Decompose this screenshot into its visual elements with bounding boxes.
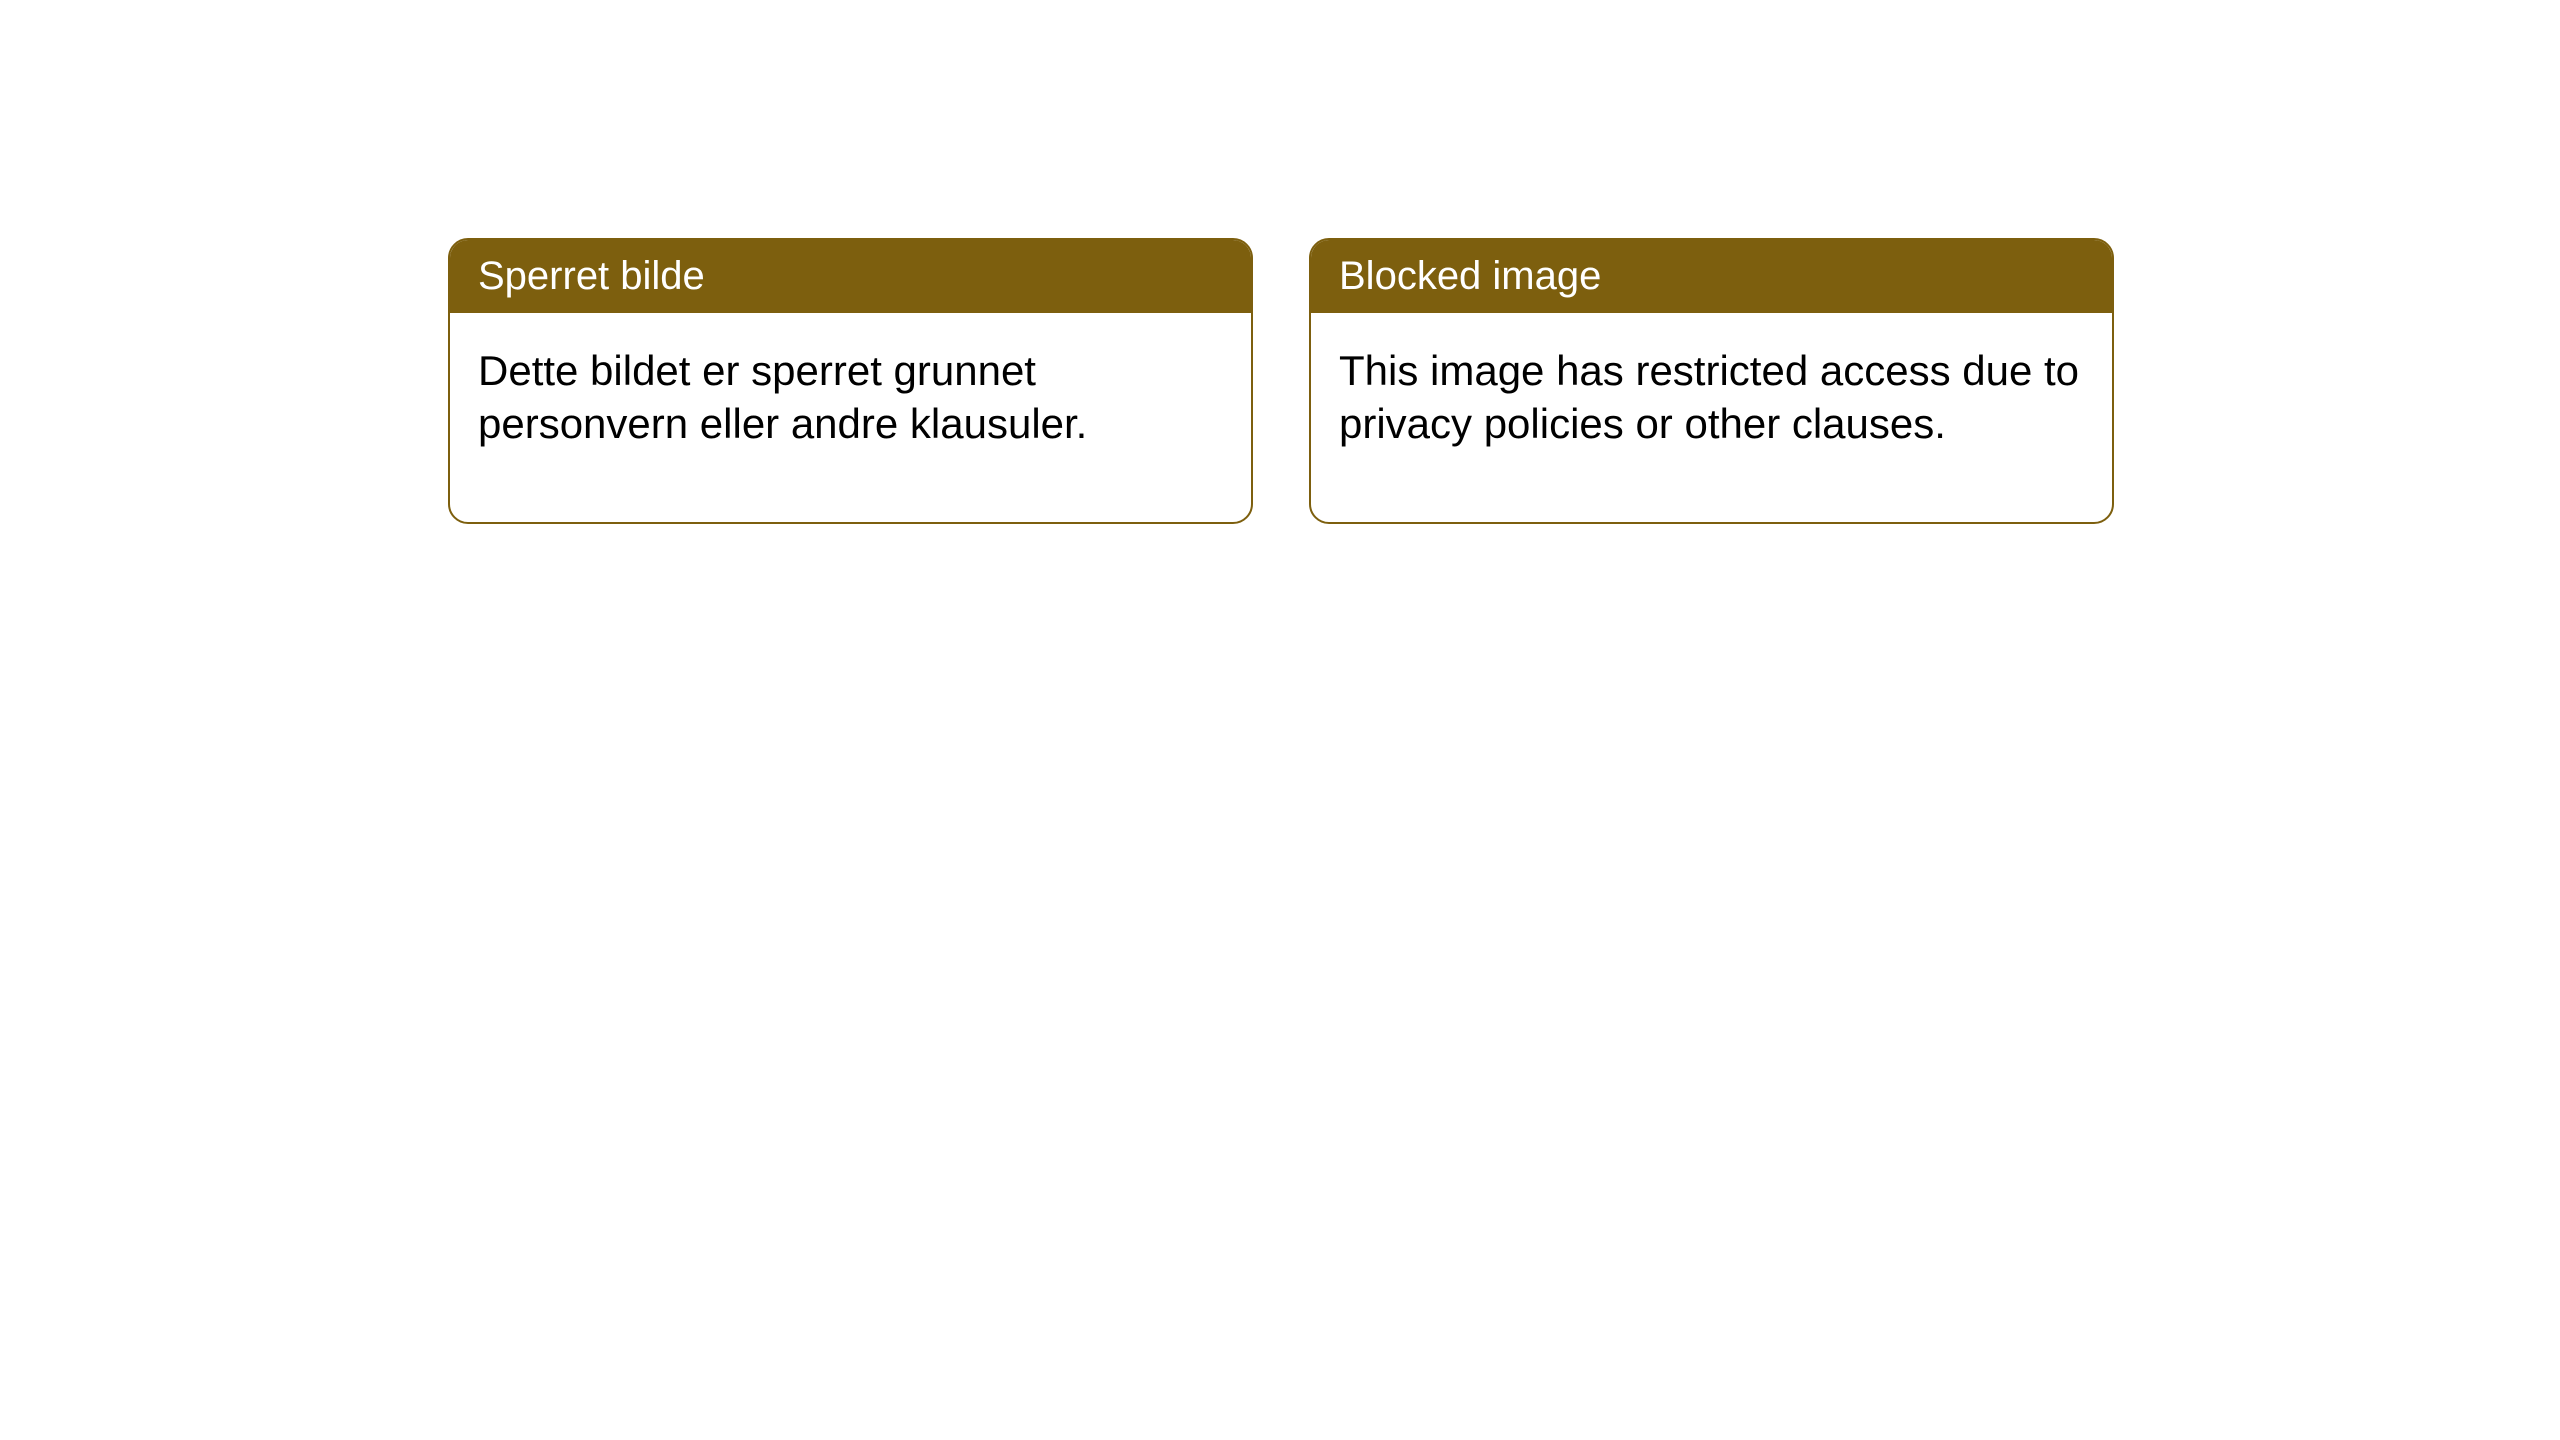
notice-body-norwegian: Dette bildet er sperret grunnet personve…	[450, 313, 1251, 522]
notice-header-english: Blocked image	[1311, 240, 2112, 313]
notice-card-norwegian: Sperret bilde Dette bildet er sperret gr…	[448, 238, 1253, 524]
notice-body-english: This image has restricted access due to …	[1311, 313, 2112, 522]
notice-container: Sperret bilde Dette bildet er sperret gr…	[448, 238, 2114, 524]
notice-header-norwegian: Sperret bilde	[450, 240, 1251, 313]
notice-card-english: Blocked image This image has restricted …	[1309, 238, 2114, 524]
